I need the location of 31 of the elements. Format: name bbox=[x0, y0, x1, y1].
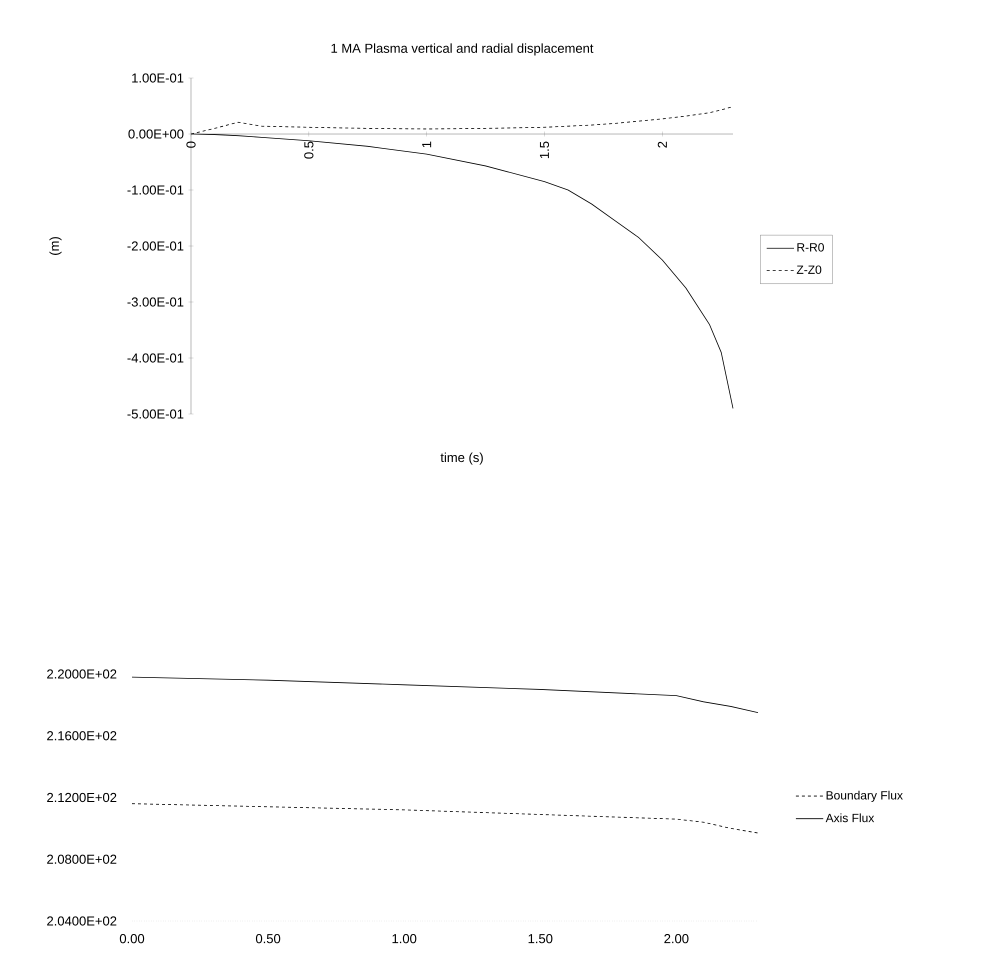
legend-label: R-R0 bbox=[797, 243, 824, 252]
x-tick-label: 1 bbox=[422, 142, 432, 148]
y-tick-label: 2.0800E+02 bbox=[47, 854, 116, 864]
x-tick-label: 0.5 bbox=[304, 142, 314, 159]
x-tick-label: 2 bbox=[658, 142, 667, 148]
x-tick-label: 1.00 bbox=[392, 934, 416, 944]
x-tick-label: 0.00 bbox=[120, 934, 144, 944]
y-tick-label: 0.00E+00 bbox=[128, 129, 184, 139]
x-axis-title: time (s) bbox=[440, 452, 483, 465]
y-tick-label: 2.1200E+02 bbox=[47, 792, 116, 802]
y-tick-label: 2.0400E+02 bbox=[47, 916, 116, 926]
y-tick-label: 1.00E-01 bbox=[132, 73, 184, 83]
y-tick-label: 2.1600E+02 bbox=[47, 731, 116, 740]
y-tick-label: -1.00E-01 bbox=[127, 185, 184, 195]
line-series bbox=[132, 676, 758, 714]
y-tick-label: -4.00E-01 bbox=[127, 353, 184, 363]
x-tick-label: 1.50 bbox=[528, 934, 552, 944]
x-tick-label: 2.00 bbox=[664, 934, 688, 944]
legend-label: Boundary Flux bbox=[826, 790, 903, 802]
legend-label: Axis Flux bbox=[826, 813, 874, 822]
x-tick-label: 0 bbox=[186, 142, 196, 148]
chart-title: 1 MA Plasma vertical and radial displacement bbox=[331, 43, 594, 56]
y-axis-title: (m) bbox=[49, 237, 62, 255]
y-tick-label: -3.00E-01 bbox=[127, 297, 184, 307]
x-tick-label: 0.50 bbox=[256, 934, 280, 944]
y-tick-label: 2.2000E+02 bbox=[47, 669, 116, 679]
y-tick-label: -2.00E-01 bbox=[127, 241, 184, 251]
y-tick-label: -5.00E-01 bbox=[127, 409, 184, 419]
line-series bbox=[132, 803, 758, 834]
legend-label: Z-Z0 bbox=[796, 265, 822, 274]
x-tick-label: 1.5 bbox=[540, 142, 550, 158]
